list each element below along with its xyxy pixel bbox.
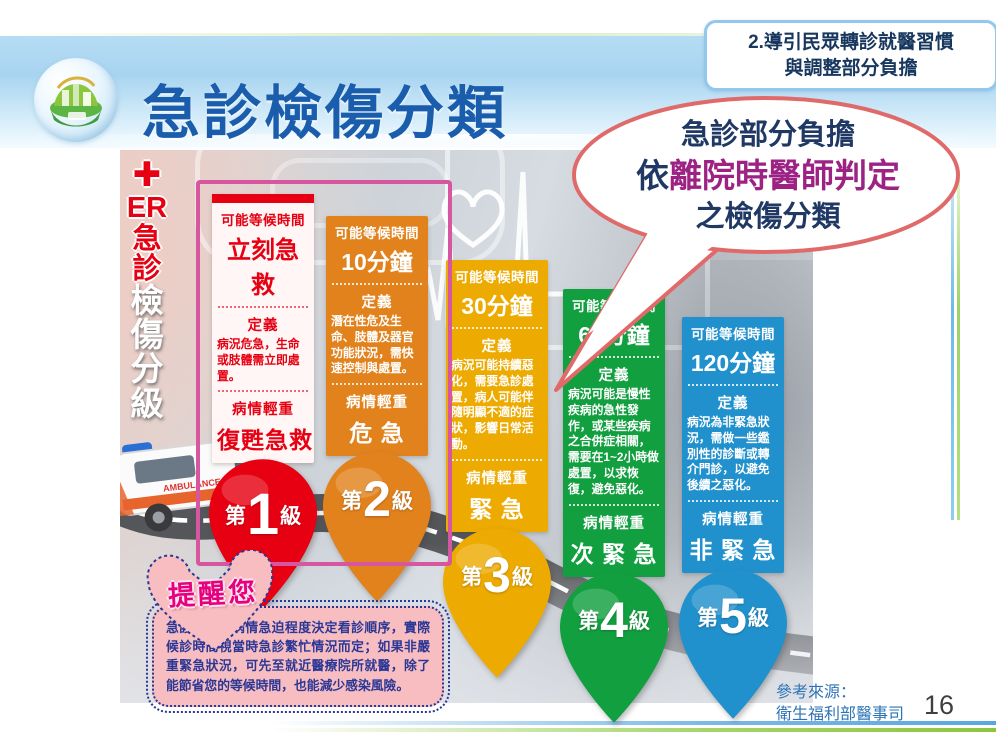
definition-text: 病況為非緊急狀況，需做一些鑑別性的診斷或轉介門診，以避免後續之惡化。 <box>687 415 770 493</box>
source-line1: 參考來源： <box>776 684 857 701</box>
severity-header: 病情輕重 <box>346 395 408 412</box>
level-prefix: 第 <box>224 504 246 528</box>
triage-infographic: AMBULANCE ✚ ER 急 診 檢 傷 分 級 可能等候時間 立刻急救 <box>120 150 813 723</box>
severity-value: 危 急 <box>349 420 405 447</box>
level-number: 5 <box>719 587 747 644</box>
severity-header: 病情輕重 <box>232 402 294 419</box>
level-card: 可能等候時間 30分鐘 定義 病況可能持續惡化，需要急診處置，病人可能伴隨明顯不… <box>446 260 548 532</box>
bottom-green-line <box>270 728 996 732</box>
er-letter: ER <box>126 192 168 225</box>
level-number: 1 <box>246 482 280 548</box>
notice-line1: 2.導引民眾轉診就醫習慣 <box>748 32 954 53</box>
level-prefix: 第 <box>341 489 363 513</box>
triage-level-5: 可能等候時間 120分鐘 定義 病況為非緊急狀況，需做一些鑑別性的診斷或轉介門診… <box>679 317 787 719</box>
level-card: 可能等候時間 120分鐘 定義 病況為非緊急狀況，需做一些鑑別性的診斷或轉介門診… <box>682 317 784 573</box>
level-prefix: 第 <box>697 606 719 630</box>
er-letter: 級 <box>130 384 164 422</box>
notice-box: 2.導引民眾轉診就醫習慣 與調整部分負擔 <box>704 20 996 92</box>
definition-header: 定義 <box>481 339 513 355</box>
wait-value: 60分鐘 <box>578 322 650 348</box>
triage-level-4: 可能等候時間 60分鐘 定義 病況可能是慢性疾病的急性發作，或某些疾病之合併症相… <box>560 289 668 723</box>
page-title: 急診檢傷分類 <box>142 81 509 146</box>
bottom-blue-line <box>270 721 996 725</box>
eco-globe-icon <box>34 58 118 142</box>
er-letter: 傷 <box>130 316 164 354</box>
level-card: 可能等候時間 60分鐘 定義 病況可能是慢性疾病的急性發作，或某些疾病之合併症相… <box>563 289 665 577</box>
notice-line2: 與調整部分負擔 <box>784 57 918 79</box>
medical-cross-icon: ✚ <box>132 156 162 194</box>
right-green-line <box>957 170 960 520</box>
definition-text: 病況可能持續惡化，需要急診處置，病人可能伴隨明顯不適的症狀，影響日常活動。 <box>451 358 534 451</box>
triage-level-1: 可能等候時間 立刻急救 定義 病況危急，生命或肢體需立即處置。 病情輕重 復甦急… <box>209 194 317 610</box>
level-suffix: 級 <box>391 489 413 513</box>
severity-header: 病情輕重 <box>702 511 764 528</box>
triage-level-2: 可能等候時間 10分鐘 定義 潛在性危及生命、肢體及器官功能狀況，需快速控制與處… <box>323 216 431 602</box>
heart-shape <box>146 550 274 652</box>
severity-value: 緊 急 <box>469 495 525 522</box>
definition-header: 定義 <box>361 295 393 311</box>
top-accent-line <box>0 33 996 36</box>
wait-header: 可能等候時間 <box>691 327 775 342</box>
er-letter: 診 <box>132 252 162 285</box>
level-suffix: 級 <box>511 565 533 589</box>
level-suffix: 級 <box>628 610 650 634</box>
source-line2: 衛生福利部醫事司 <box>776 705 905 723</box>
wait-header: 可能等候時間 <box>572 299 656 314</box>
er-letter: 檢 <box>130 281 164 319</box>
severity-value: 次 緊 急 <box>570 540 658 567</box>
level-number: 3 <box>483 546 511 603</box>
definition-text: 病況危急，生命或肢體需立即處置。 <box>217 337 300 383</box>
definition-header: 定義 <box>717 396 749 412</box>
definition-text: 病況可能是慢性疾病的急性發作，或某些疾病之合併症相關，需要在1~2小時做處置，以… <box>568 387 659 496</box>
level-card: 可能等候時間 10分鐘 定義 潛在性危及生命、肢體及器官功能狀況，需快速控制與處… <box>326 216 428 457</box>
severity-header: 病情輕重 <box>466 470 528 487</box>
definition-text: 潛在性危及生命、肢體及器官功能狀況，需快速控制與處置。 <box>331 314 414 376</box>
er-letter: 分 <box>130 350 164 388</box>
level-suffix: 級 <box>747 606 769 630</box>
level-prefix: 第 <box>461 565 483 589</box>
wait-value: 120分鐘 <box>690 350 776 376</box>
wait-value: 10分鐘 <box>341 249 413 275</box>
definition-header: 定義 <box>598 368 630 384</box>
definition-header: 定義 <box>247 318 279 334</box>
triage-level-3: 可能等候時間 30分鐘 定義 病況可能持續惡化，需要急診處置，病人可能伴隨明顯不… <box>443 260 551 678</box>
level-suffix: 級 <box>280 504 302 528</box>
severity-header: 病情輕重 <box>583 515 645 532</box>
wait-header: 可能等候時間 <box>455 270 539 285</box>
page-number: 16 <box>924 690 955 720</box>
right-blue-line <box>951 170 954 520</box>
level-number: 2 <box>363 471 391 528</box>
severity-value: 非 緊 急 <box>689 536 777 563</box>
source-reference: 參考來源： 衛生福利部醫事司 <box>776 682 904 725</box>
wait-header: 可能等候時間 <box>221 213 305 228</box>
reminder-box: 提醒您 急診是依照病情急迫程度決定看診順序，實際候診時間視當時急診繁忙情況而定；… <box>146 550 450 713</box>
wait-value: 30分鐘 <box>461 293 533 319</box>
er-triage-vertical-label: ✚ ER 急 診 檢 傷 分 級 <box>124 156 170 422</box>
level-number: 4 <box>600 591 628 648</box>
severity-value: 復甦急救 <box>217 427 313 454</box>
reminder-title: 提醒您 <box>167 576 259 612</box>
er-letter: 急 <box>132 222 162 255</box>
level-card: 可能等候時間 立刻急救 定義 病況危急，生命或肢體需立即處置。 病情輕重 復甦急… <box>212 194 314 464</box>
wait-value: 立刻急救 <box>227 237 299 299</box>
wait-header: 可能等候時間 <box>335 226 419 241</box>
level-prefix: 第 <box>578 610 600 634</box>
